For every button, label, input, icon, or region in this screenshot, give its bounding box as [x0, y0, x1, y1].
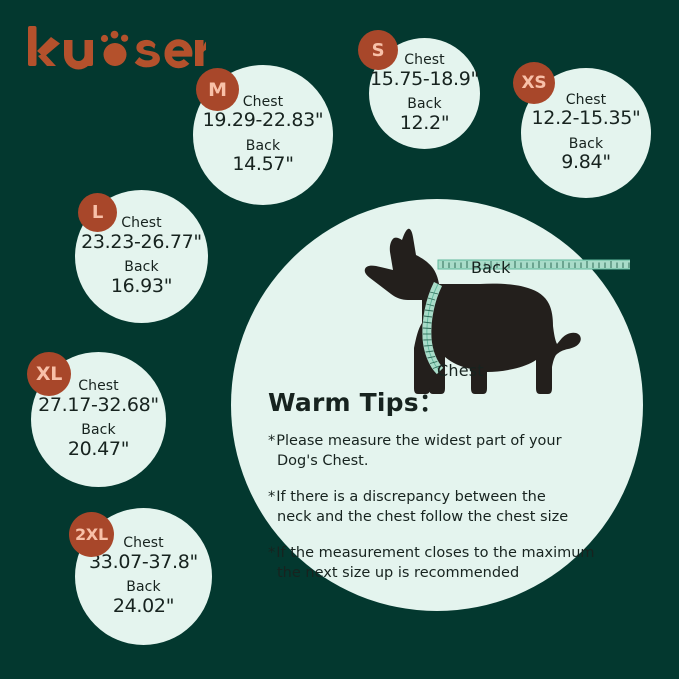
chest-value: 33.07-37.8"	[89, 550, 198, 573]
size-badge-2xl[interactable]: 2XL	[69, 512, 114, 557]
size-badge-m[interactable]: M	[196, 68, 239, 111]
size-code: S	[371, 39, 385, 61]
tip-line-1: If there is a discrepancy between the	[276, 489, 546, 505]
size-code: M	[208, 78, 227, 101]
warm-tips-title: Warm Tips：	[268, 388, 445, 417]
back-label: Back	[407, 96, 442, 112]
size-code: XL	[35, 363, 63, 385]
back-label: Back	[124, 259, 159, 275]
back-value: 9.84"	[561, 151, 611, 174]
chest-label: Chest	[404, 52, 445, 69]
measuring-tape-back-icon	[437, 259, 630, 270]
brand-logo	[26, 26, 206, 72]
size-bubble-xs: Chest 12.2-15.35" Back 9.84"	[521, 68, 651, 198]
chest-label: Chest	[565, 91, 607, 108]
tip-line-1: Please measure the widest part of your	[276, 433, 562, 449]
tip-line-2: neck and the chest follow the chest size	[277, 509, 569, 525]
size-badge-l[interactable]: L	[78, 193, 117, 232]
back-value: 16.93"	[110, 274, 173, 297]
tip-item: *Please measure the widest part of your …	[268, 431, 620, 471]
size-badge-xl[interactable]: XL	[27, 352, 71, 396]
back-value: 12.2"	[399, 111, 450, 134]
chest-value: 23.23-26.77"	[81, 230, 202, 253]
tip-line-1: If the measurement closes to the maximum	[276, 545, 595, 561]
tip-bullet: *	[268, 545, 276, 561]
dog-diagram	[330, 228, 630, 418]
tip-line-2: the next size up is recommended	[277, 565, 520, 581]
chest-label: Chest	[123, 535, 164, 552]
back-label: Back	[126, 579, 161, 595]
size-badge-xs[interactable]: XS	[513, 62, 555, 104]
chest-value: 12.2-15.35"	[531, 107, 641, 130]
back-value: 24.02"	[112, 594, 175, 617]
chest-measure-label: Chest	[437, 361, 484, 380]
size-code: 2XL	[74, 525, 109, 544]
chest-value: 27.17-32.68"	[38, 393, 159, 416]
chest-label: Chest	[242, 93, 284, 110]
dog-silhouette-icon	[364, 228, 630, 394]
measuring-tape-chest-icon	[422, 281, 444, 375]
size-code: XS	[521, 73, 547, 93]
back-label: Back	[568, 135, 604, 152]
warm-tips-block: Warm Tips： *Please measure the widest pa…	[268, 390, 620, 599]
kuoser-wordmark-icon	[28, 26, 206, 70]
tip-item: *If there is a discrepancy between the n…	[268, 487, 620, 527]
size-badge-s[interactable]: S	[358, 30, 398, 70]
tip-bullet: *	[268, 489, 276, 505]
chest-label: Chest	[78, 378, 119, 395]
tip-item: *If the measurement closes to the maximu…	[268, 543, 620, 583]
size-bubble-m: Chest 19.29-22.83" Back 14.57"	[193, 65, 333, 205]
back-value: 20.47"	[67, 437, 130, 460]
chest-value: 15.75-18.9"	[370, 67, 479, 90]
chest-label: Chest	[121, 215, 162, 232]
back-label: Back	[245, 137, 281, 154]
tip-line-2: Dog's Chest.	[277, 453, 369, 469]
size-code: L	[91, 202, 104, 223]
back-value: 14.57"	[232, 153, 294, 176]
chest-value: 19.29-22.83"	[202, 109, 324, 132]
tip-bullet: *	[268, 433, 276, 449]
back-measure-label: Back	[471, 258, 511, 277]
back-label: Back	[81, 422, 116, 438]
